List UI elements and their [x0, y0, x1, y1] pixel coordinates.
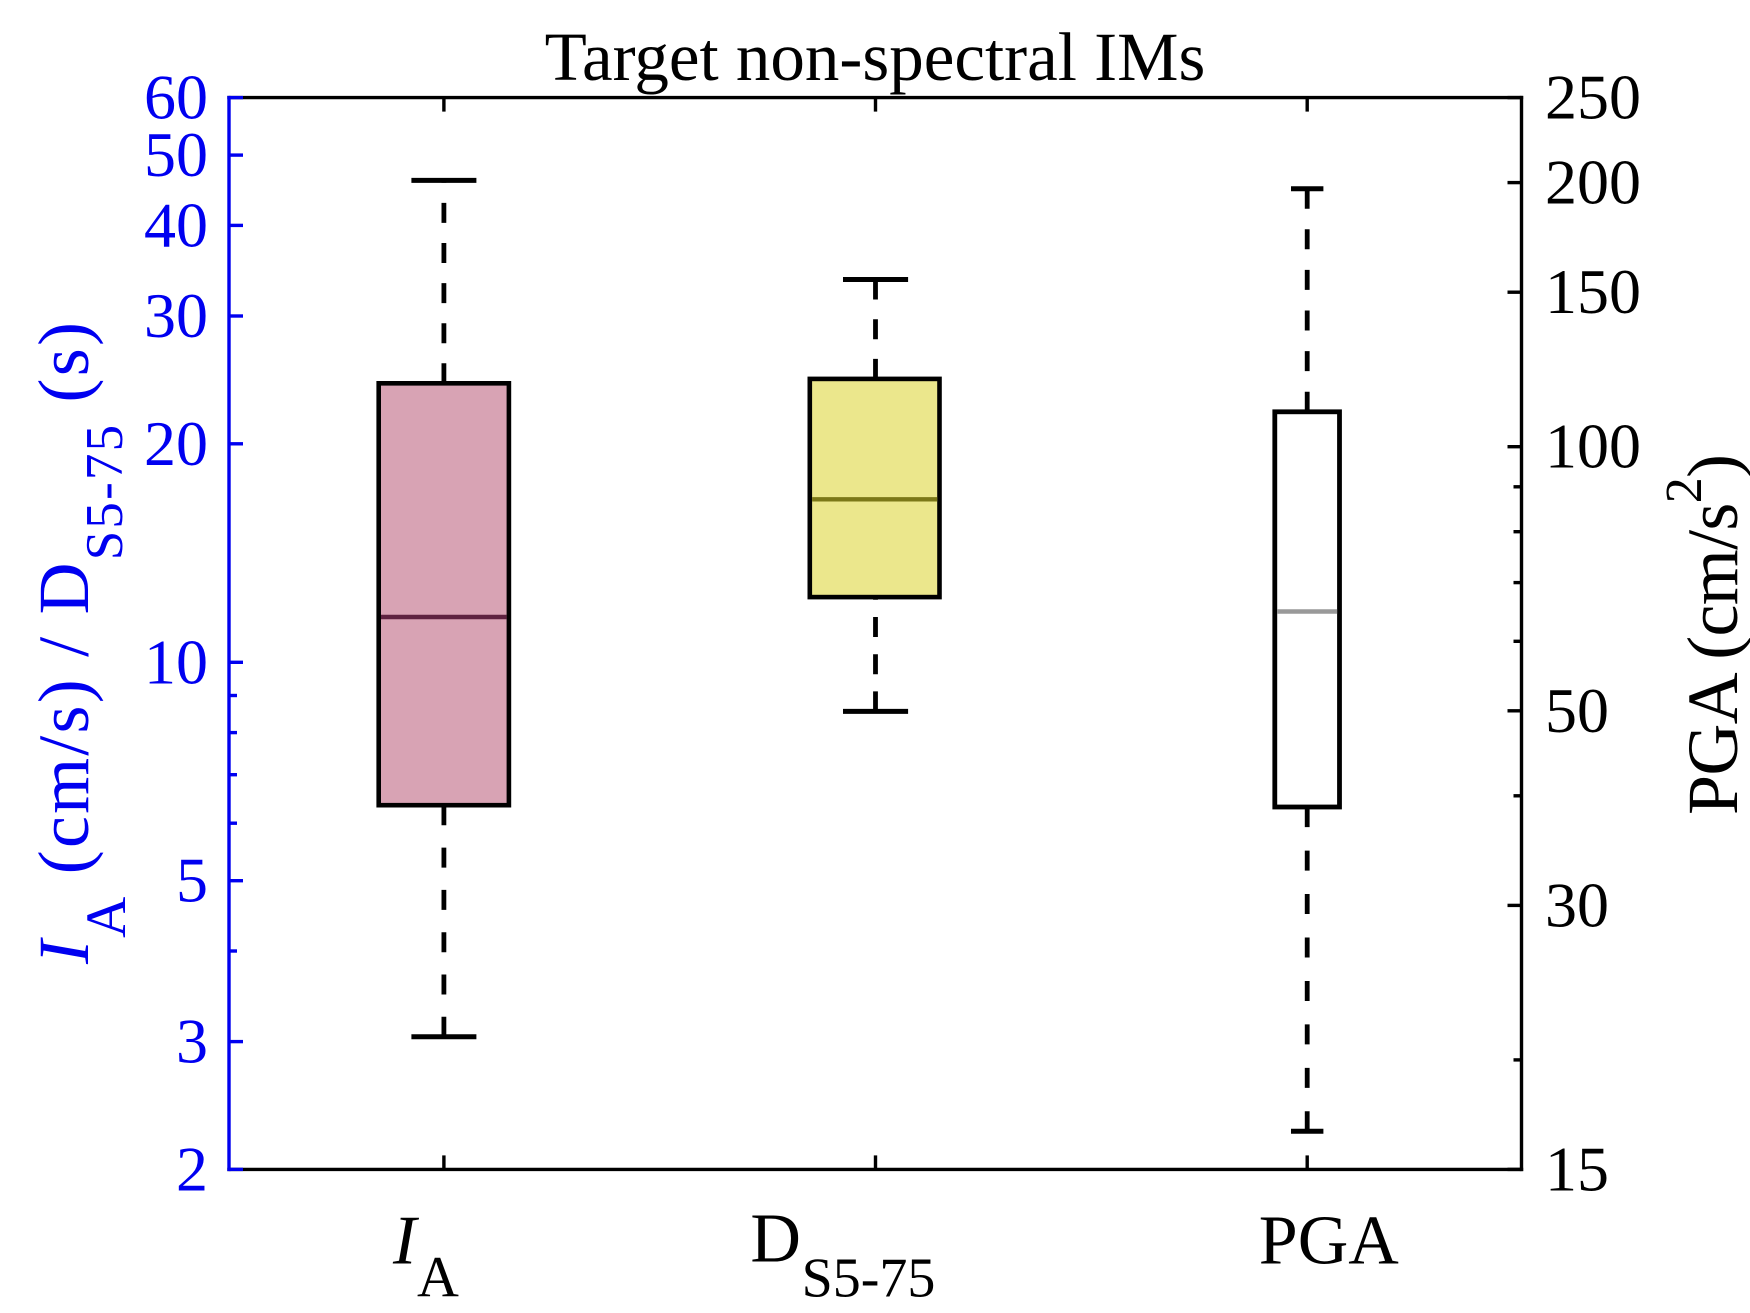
svg-text:30: 30	[144, 280, 208, 351]
svg-text:10: 10	[144, 626, 208, 697]
svg-text:50: 50	[1545, 675, 1609, 746]
svg-text:250: 250	[1545, 62, 1641, 133]
svg-text:30: 30	[1545, 869, 1609, 940]
svg-text:2: 2	[176, 1133, 208, 1204]
svg-text:A: A	[417, 1245, 459, 1310]
svg-text:3: 3	[176, 1006, 208, 1077]
svg-text:I: I	[392, 1203, 420, 1280]
svg-text:15: 15	[1545, 1133, 1609, 1204]
svg-text:5: 5	[176, 845, 208, 916]
svg-text:PGA: PGA	[1259, 1202, 1399, 1279]
svg-text:50: 50	[144, 119, 208, 190]
svg-text:200: 200	[1545, 147, 1641, 218]
svg-text:150: 150	[1545, 256, 1641, 327]
svg-text:S5-75: S5-75	[802, 1247, 936, 1309]
svg-text:60: 60	[144, 62, 208, 133]
svg-text:IA (cm/s) / DS5-75 (s): IA (cm/s) / DS5-75 (s)	[24, 320, 138, 965]
svg-text:D: D	[750, 1201, 801, 1278]
svg-text:20: 20	[144, 408, 208, 479]
svg-text:40: 40	[144, 189, 208, 260]
svg-text:Target non-spectral IMs: Target non-spectral IMs	[545, 19, 1206, 95]
svg-text:100: 100	[1545, 411, 1641, 482]
